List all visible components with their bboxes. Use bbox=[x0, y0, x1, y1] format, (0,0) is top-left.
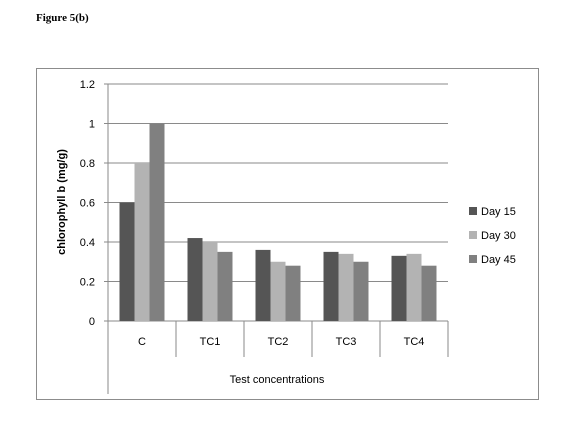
y-tick-label: 0.2 bbox=[80, 277, 95, 289]
x-axis-label: Test concentrations bbox=[230, 374, 325, 386]
bar-day-45 bbox=[421, 265, 437, 321]
bar-day-30 bbox=[134, 163, 150, 321]
gridlines bbox=[108, 83, 448, 322]
bar-day-30 bbox=[338, 253, 354, 321]
bar-day-45 bbox=[285, 265, 301, 321]
legend-label: Day 30 bbox=[481, 230, 516, 242]
bar-day-30 bbox=[202, 242, 218, 321]
bar-day-15 bbox=[323, 251, 339, 321]
y-tick-label: 0.8 bbox=[80, 158, 95, 170]
y-axis-label: chlorophyll b (mg/g) bbox=[56, 149, 68, 255]
axes bbox=[104, 83, 449, 394]
bar-day-45 bbox=[353, 261, 369, 321]
bar-day-30 bbox=[406, 253, 422, 321]
bar-day-45 bbox=[217, 251, 233, 321]
y-tick-label: 0 bbox=[89, 316, 95, 328]
x-tick-labels: C TC1 TC2 TC3 TC4 bbox=[138, 336, 424, 348]
y-tick-label: 0.4 bbox=[80, 237, 95, 249]
bar-day-15 bbox=[187, 238, 203, 321]
legend-swatch bbox=[469, 207, 477, 215]
y-tick-label: 1 bbox=[89, 119, 95, 131]
x-tick-label: TC4 bbox=[404, 336, 425, 348]
x-tick-label: TC3 bbox=[336, 336, 357, 348]
legend: Day 15 Day 30 Day 45 bbox=[469, 206, 516, 266]
x-tick-label: TC1 bbox=[200, 336, 221, 348]
bar-day-15 bbox=[119, 202, 135, 321]
y-tick-label: 0.6 bbox=[80, 198, 95, 210]
y-tick-labels: 0 0.2 0.4 0.6 0.8 1 1.2 bbox=[80, 79, 95, 328]
x-tick-label: C bbox=[138, 336, 146, 348]
bar-day-15 bbox=[391, 255, 407, 321]
legend-label: Day 15 bbox=[481, 206, 516, 218]
y-tick-label: 1.2 bbox=[80, 79, 95, 91]
figure-label: Figure 5(b) bbox=[36, 12, 89, 24]
legend-label: Day 45 bbox=[481, 254, 516, 266]
legend-swatch bbox=[469, 255, 477, 263]
bar-day-15 bbox=[255, 249, 271, 321]
bar-day-30 bbox=[270, 261, 286, 321]
bar-day-45 bbox=[149, 123, 165, 321]
legend-swatch bbox=[469, 231, 477, 239]
bars bbox=[119, 123, 437, 321]
x-tick-label: TC2 bbox=[268, 336, 289, 348]
